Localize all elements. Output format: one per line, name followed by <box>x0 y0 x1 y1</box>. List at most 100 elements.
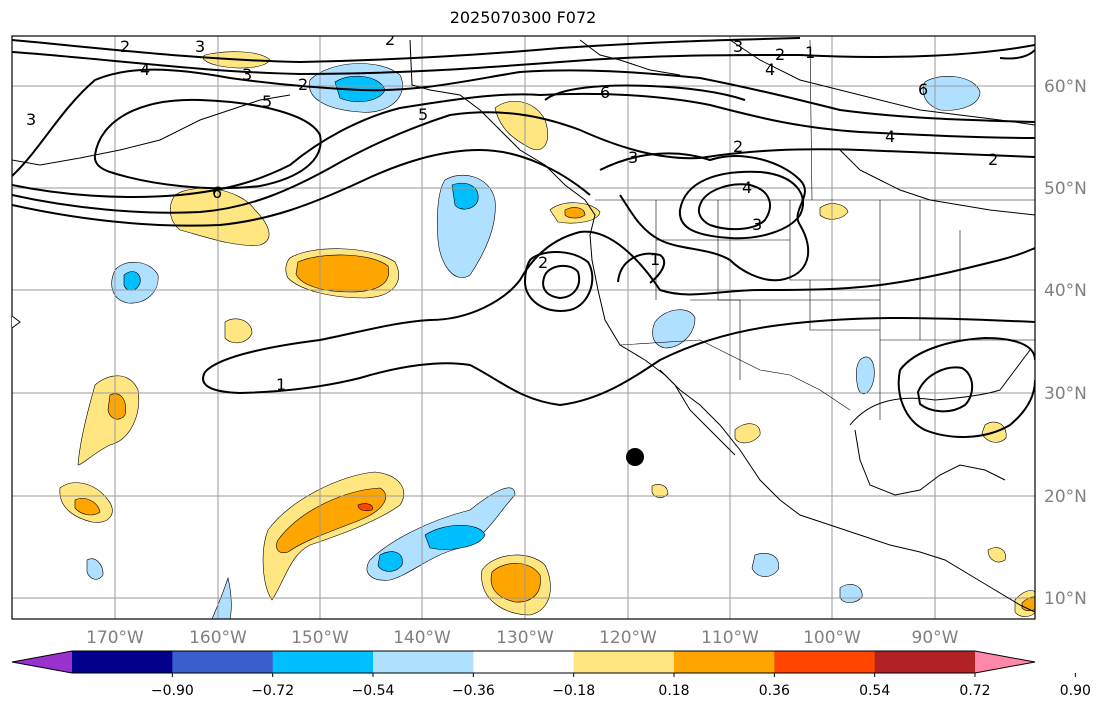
map-area: 2 3 4 3 5 2 5 6 2 6 3 2 4 3 3 2 1 4 4 2 … <box>12 36 1035 619</box>
shaded-negative-region <box>855 356 875 395</box>
colorbar-tick-label: 0.54 <box>859 683 890 699</box>
shaded-negative-region <box>839 584 863 603</box>
shaded-negative-region <box>86 558 104 580</box>
colorbar-tick-label: 0.18 <box>658 683 689 699</box>
contour-label: 2 <box>988 150 998 169</box>
contour-label: 1 <box>805 43 815 62</box>
colorbar-tick-label: 0.90 <box>1060 683 1091 699</box>
shaded-positive-region <box>77 375 140 466</box>
shaded-negative-region <box>123 271 141 291</box>
contour-label: 5 <box>262 92 272 111</box>
shaded-positive-region <box>276 487 386 553</box>
contour-label: 3 <box>752 215 762 234</box>
lat-label: 10°N <box>1044 589 1087 609</box>
gridlines <box>12 36 1035 619</box>
colorbar: −0.90 −0.72 −0.54 −0.36 −0.18 0.18 0.36 0.54 0.7… <box>11 650 1091 699</box>
contour-label: 5 <box>418 105 428 124</box>
colorbar-tick-label: −0.36 <box>452 683 495 699</box>
contour-label: 4 <box>140 60 150 79</box>
contour-labels: 2 3 4 3 5 2 5 6 2 6 3 2 4 3 3 2 1 4 4 2 … <box>26 36 998 394</box>
shaded-negative-region <box>451 182 479 210</box>
shaded-positive-region <box>357 503 373 512</box>
contour-label: 2 <box>120 37 130 56</box>
contour-label: 2 <box>298 75 308 94</box>
lon-label: 100°W <box>803 628 861 648</box>
colorbar-extend-high <box>975 651 1035 673</box>
lon-label: 160°W <box>189 628 247 648</box>
contour-label: 6 <box>918 80 928 99</box>
coastlines <box>12 39 1035 613</box>
lon-label: 130°W <box>496 628 554 648</box>
contour-label: 6 <box>212 183 222 202</box>
lat-label: 50°N <box>1044 179 1087 199</box>
shaded-negative-region <box>751 552 779 577</box>
colorbar-segment <box>473 651 575 673</box>
colorbar-segment <box>874 651 976 673</box>
shaded-positive-region <box>651 484 669 498</box>
shaded-positive-region <box>490 563 541 603</box>
shaded-positive-region <box>224 318 253 344</box>
lon-label: 170°W <box>86 628 144 648</box>
colorbar-segment <box>172 651 274 673</box>
colorbar-tick-label: −0.72 <box>251 683 294 699</box>
lon-label: 120°W <box>599 628 657 648</box>
boundaries <box>595 39 1035 420</box>
contour-label: 2 <box>538 253 548 272</box>
colorbar-segment <box>774 651 876 673</box>
contour-label: 4 <box>765 60 775 79</box>
contour-label: 3 <box>628 148 638 167</box>
lon-label: 110°W <box>701 628 759 648</box>
colorbar-extend-low <box>12 651 72 673</box>
contour-label: 2 <box>775 45 785 64</box>
colorbar-segment <box>272 651 374 673</box>
lat-label: 60°N <box>1044 77 1087 97</box>
map-edge-marker <box>11 315 21 329</box>
map-title: 2025070300 F072 <box>449 8 597 27</box>
shaded-negative-region <box>436 174 496 278</box>
contour-label: 1 <box>276 375 286 394</box>
height-contours <box>12 37 1035 438</box>
lat-label: 30°N <box>1044 384 1087 404</box>
shaded-positive-region <box>987 547 1006 563</box>
shaded-field <box>59 51 1035 619</box>
shaded-positive-region <box>295 254 390 293</box>
colorbar-segment <box>373 651 474 673</box>
shaded-positive-region <box>170 188 270 246</box>
lon-label: 90°W <box>912 628 959 648</box>
contour-label: 3 <box>26 110 36 129</box>
contour-label: 2 <box>733 137 743 156</box>
colorbar-tick-label: −0.18 <box>552 683 595 699</box>
contour-label: 4 <box>742 178 752 197</box>
colorbar-tick-label: −0.54 <box>352 683 395 699</box>
shaded-positive-region <box>107 393 126 420</box>
shaded-positive-region <box>494 101 549 150</box>
shaded-negative-region <box>652 309 696 349</box>
latitude-labels: 60°N 50°N 40°N 30°N 20°N 10°N <box>1044 77 1087 609</box>
shaded-positive-region <box>564 207 586 219</box>
shaded-negative-region <box>922 76 981 111</box>
lat-label: 40°N <box>1044 281 1087 301</box>
contour-label: 3 <box>733 37 743 56</box>
contour-label: 6 <box>600 83 610 102</box>
longitude-labels: 170°W 160°W 150°W 140°W 130°W 120°W 110°… <box>86 628 959 648</box>
colorbar-segment <box>674 651 775 673</box>
shaded-negative-region <box>377 551 403 572</box>
colorbar-outline <box>11 650 1036 674</box>
lat-label: 20°N <box>1044 487 1087 507</box>
colorbar-tick-label: 0.72 <box>959 683 990 699</box>
contour-label: 4 <box>885 127 895 146</box>
shaded-positive-region <box>74 498 101 516</box>
colorbar-segment <box>72 651 173 673</box>
shaded-negative-region <box>424 525 486 550</box>
shaded-positive-region <box>734 423 761 444</box>
contour-label: 1 <box>650 250 660 269</box>
colorbar-tick-label: −0.90 <box>151 683 194 699</box>
colorbar-segment <box>573 651 675 673</box>
contour-label: 3 <box>242 65 252 84</box>
lon-label: 150°W <box>291 628 349 648</box>
lon-label: 140°W <box>393 628 451 648</box>
location-marker <box>626 448 644 466</box>
colorbar-tick-label: 0.36 <box>759 683 790 699</box>
shaded-positive-region <box>819 203 849 220</box>
